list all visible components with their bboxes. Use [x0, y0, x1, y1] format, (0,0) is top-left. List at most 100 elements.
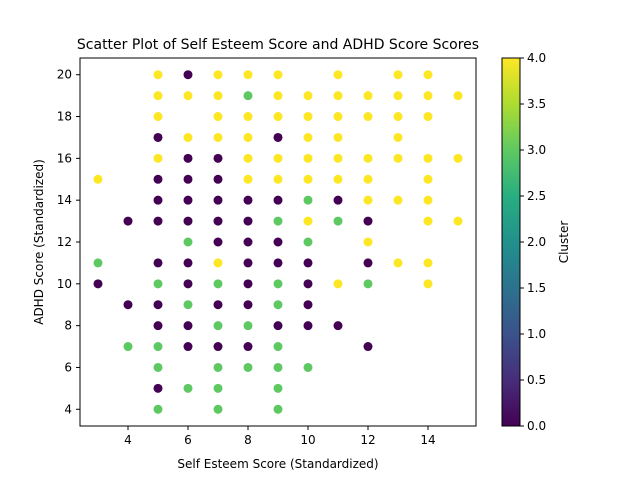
x-axis-label: Self Esteem Score (Standardized) — [177, 457, 378, 471]
data-point — [303, 279, 313, 289]
y-tick-label: 14 — [57, 193, 72, 207]
data-point — [213, 132, 223, 142]
data-point — [183, 383, 193, 393]
colorbar-tick-label: 3.0 — [527, 143, 546, 157]
data-point — [363, 258, 373, 268]
data-point — [273, 112, 283, 122]
x-tick-label: 12 — [360, 433, 375, 447]
data-point — [303, 174, 313, 184]
data-point — [333, 112, 343, 122]
data-point — [333, 132, 343, 142]
data-point — [183, 300, 193, 310]
data-point — [153, 258, 163, 268]
data-point — [333, 216, 343, 226]
data-point — [93, 258, 103, 268]
data-point — [363, 342, 373, 352]
x-tick-label: 8 — [244, 433, 252, 447]
y-tick-label: 12 — [57, 235, 72, 249]
colorbar — [501, 57, 521, 427]
data-point — [273, 279, 283, 289]
data-point — [243, 342, 253, 352]
data-point — [303, 153, 313, 163]
colorbar-tick-label: 2.0 — [527, 235, 546, 249]
data-point — [213, 258, 223, 268]
data-point — [243, 279, 253, 289]
data-point — [153, 383, 163, 393]
data-point — [213, 404, 223, 414]
data-point — [243, 216, 253, 226]
colorbar-ticks: 0.0 0.5 1.0 1.5 2.0 2.5 3.0 3.5 4.0 — [520, 51, 546, 433]
data-point — [273, 237, 283, 247]
data-point — [393, 112, 403, 122]
data-point — [183, 258, 193, 268]
data-point — [333, 195, 343, 205]
data-point — [273, 132, 283, 142]
data-point — [183, 153, 193, 163]
x-tick-label: 4 — [124, 433, 132, 447]
data-point — [183, 195, 193, 205]
colorbar-tick-label: 0.5 — [527, 373, 546, 387]
data-point — [303, 300, 313, 310]
data-point — [153, 132, 163, 142]
data-point — [153, 279, 163, 289]
colorbar-tick-label: 2.5 — [527, 189, 546, 203]
data-point — [363, 279, 373, 289]
data-point — [273, 70, 283, 80]
data-point — [273, 383, 283, 393]
data-point — [333, 70, 343, 80]
data-point — [273, 258, 283, 268]
y-tick-label: 16 — [57, 151, 72, 165]
data-point — [153, 404, 163, 414]
data-point — [183, 132, 193, 142]
y-tick-label: 8 — [64, 319, 72, 333]
data-point — [303, 237, 313, 247]
data-point — [303, 321, 313, 331]
y-tick-label: 10 — [57, 277, 72, 291]
data-point — [243, 174, 253, 184]
colorbar-label: Cluster — [557, 221, 571, 264]
data-point — [363, 153, 373, 163]
data-point — [363, 112, 373, 122]
data-point — [153, 362, 163, 372]
data-point — [363, 174, 373, 184]
data-point — [243, 153, 253, 163]
data-point — [303, 362, 313, 372]
x-tick-label: 10 — [300, 433, 315, 447]
data-point — [93, 174, 103, 184]
data-point — [153, 112, 163, 122]
data-point — [273, 321, 283, 331]
data-point — [273, 216, 283, 226]
data-point — [213, 70, 223, 80]
data-point — [273, 362, 283, 372]
data-point — [393, 91, 403, 101]
data-point — [153, 174, 163, 184]
data-point — [333, 321, 343, 331]
data-point — [183, 91, 193, 101]
data-point — [153, 195, 163, 205]
data-point — [153, 300, 163, 310]
data-point — [243, 132, 253, 142]
data-point — [273, 91, 283, 101]
data-point — [243, 91, 253, 101]
colorbar-tick-label: 4.0 — [527, 51, 546, 65]
data-point — [183, 279, 193, 289]
data-point — [243, 112, 253, 122]
y-tick-label: 18 — [57, 110, 72, 124]
colorbar-tick-label: 1.0 — [527, 327, 546, 341]
data-point — [273, 153, 283, 163]
data-point — [273, 174, 283, 184]
data-point — [423, 112, 433, 122]
data-point — [183, 321, 193, 331]
data-point — [153, 216, 163, 226]
data-point — [423, 153, 433, 163]
data-point — [213, 91, 223, 101]
data-point — [333, 91, 343, 101]
data-point — [363, 91, 373, 101]
data-point — [213, 362, 223, 372]
data-point — [243, 300, 253, 310]
data-point — [243, 70, 253, 80]
data-point — [333, 174, 343, 184]
data-point — [303, 258, 313, 268]
data-point — [303, 91, 313, 101]
